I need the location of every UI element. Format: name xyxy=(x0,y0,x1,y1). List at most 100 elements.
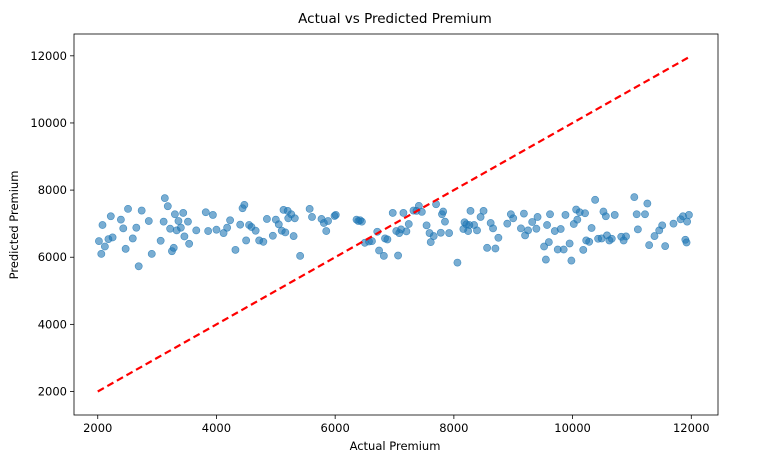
data-point xyxy=(479,207,488,215)
data-point xyxy=(95,237,103,246)
data-point xyxy=(388,209,397,217)
data-point xyxy=(159,217,168,226)
y-tick-label: 8000 xyxy=(38,183,67,197)
data-point xyxy=(669,219,678,228)
data-point xyxy=(682,238,691,247)
data-point xyxy=(489,224,497,233)
data-point xyxy=(622,232,630,241)
data-point xyxy=(240,200,249,209)
data-point xyxy=(121,244,130,253)
data-point xyxy=(174,217,183,225)
x-tick-label: 12000 xyxy=(673,421,710,435)
data-point xyxy=(658,221,667,230)
data-point xyxy=(156,236,165,245)
data-point xyxy=(289,232,298,240)
data-point xyxy=(533,213,542,221)
data-point xyxy=(185,239,194,248)
data-point xyxy=(540,242,548,251)
data-point xyxy=(585,237,594,246)
data-point xyxy=(546,210,554,219)
data-point xyxy=(305,204,314,213)
data-point xyxy=(573,215,582,224)
y-axis-label: Predicted Premium xyxy=(7,171,21,280)
data-point xyxy=(290,214,299,223)
data-point xyxy=(561,211,570,219)
data-points xyxy=(95,193,693,271)
data-point xyxy=(559,245,568,254)
data-point xyxy=(520,209,528,218)
data-point xyxy=(180,232,189,241)
data-point xyxy=(445,229,454,237)
data-point xyxy=(429,232,438,240)
data-point xyxy=(124,204,132,213)
data-point xyxy=(231,245,240,254)
data-point xyxy=(108,233,117,242)
data-point xyxy=(661,242,670,251)
x-tick-label: 8000 xyxy=(439,421,468,435)
data-point xyxy=(466,207,475,215)
data-point xyxy=(643,199,652,208)
data-point xyxy=(650,232,659,240)
y-tick-label: 10000 xyxy=(30,116,67,130)
data-point xyxy=(192,226,201,235)
data-point xyxy=(587,224,596,232)
reference-line xyxy=(97,54,692,393)
plot-area xyxy=(73,33,719,416)
data-point xyxy=(581,209,589,218)
data-point xyxy=(268,231,277,240)
y-tick-label: 12000 xyxy=(30,49,67,63)
data-point xyxy=(483,243,492,252)
x-axis: 2000 4000 6000 8000 10000 12000 xyxy=(83,415,710,435)
data-point xyxy=(685,211,693,219)
data-point xyxy=(528,218,537,226)
data-point xyxy=(176,223,185,232)
data-point xyxy=(541,255,550,264)
data-point xyxy=(383,235,392,244)
data-point xyxy=(645,241,654,250)
data-point xyxy=(204,227,213,235)
data-point xyxy=(630,193,639,202)
data-point xyxy=(179,209,188,217)
data-point xyxy=(591,195,600,204)
data-point xyxy=(556,225,565,233)
data-point xyxy=(98,221,107,229)
data-point xyxy=(324,217,332,225)
data-point xyxy=(208,211,217,219)
data-point xyxy=(565,239,574,248)
data-point xyxy=(274,220,283,229)
data-point xyxy=(160,194,169,203)
data-point xyxy=(379,251,388,260)
x-tick-label: 2000 xyxy=(83,421,112,435)
data-point xyxy=(134,262,143,271)
data-point xyxy=(399,209,408,217)
data-point xyxy=(97,249,106,258)
data-point xyxy=(544,238,553,247)
x-axis-label: Actual Premium xyxy=(350,439,441,453)
data-point xyxy=(147,249,156,258)
data-point xyxy=(137,206,146,215)
data-point xyxy=(212,225,221,234)
data-point xyxy=(394,251,402,260)
data-point xyxy=(532,224,541,233)
data-point xyxy=(322,227,331,235)
x-tick-label: 4000 xyxy=(202,421,231,435)
data-point xyxy=(236,220,245,229)
data-point xyxy=(503,219,512,228)
y-tick-label: 4000 xyxy=(38,317,67,331)
data-point xyxy=(633,225,642,234)
data-point xyxy=(494,233,503,242)
data-point xyxy=(106,212,115,221)
data-point xyxy=(144,217,153,225)
data-point xyxy=(610,211,619,219)
data-point xyxy=(402,227,411,236)
data-point xyxy=(439,207,448,216)
data-point xyxy=(163,202,172,211)
y-axis: 2000 4000 6000 8000 10000 12000 xyxy=(30,49,74,399)
data-point xyxy=(375,246,383,255)
data-point xyxy=(491,244,500,253)
data-point xyxy=(184,217,192,226)
data-point xyxy=(263,215,271,223)
data-point xyxy=(641,210,649,219)
data-point xyxy=(357,217,366,226)
data-point xyxy=(259,237,268,246)
